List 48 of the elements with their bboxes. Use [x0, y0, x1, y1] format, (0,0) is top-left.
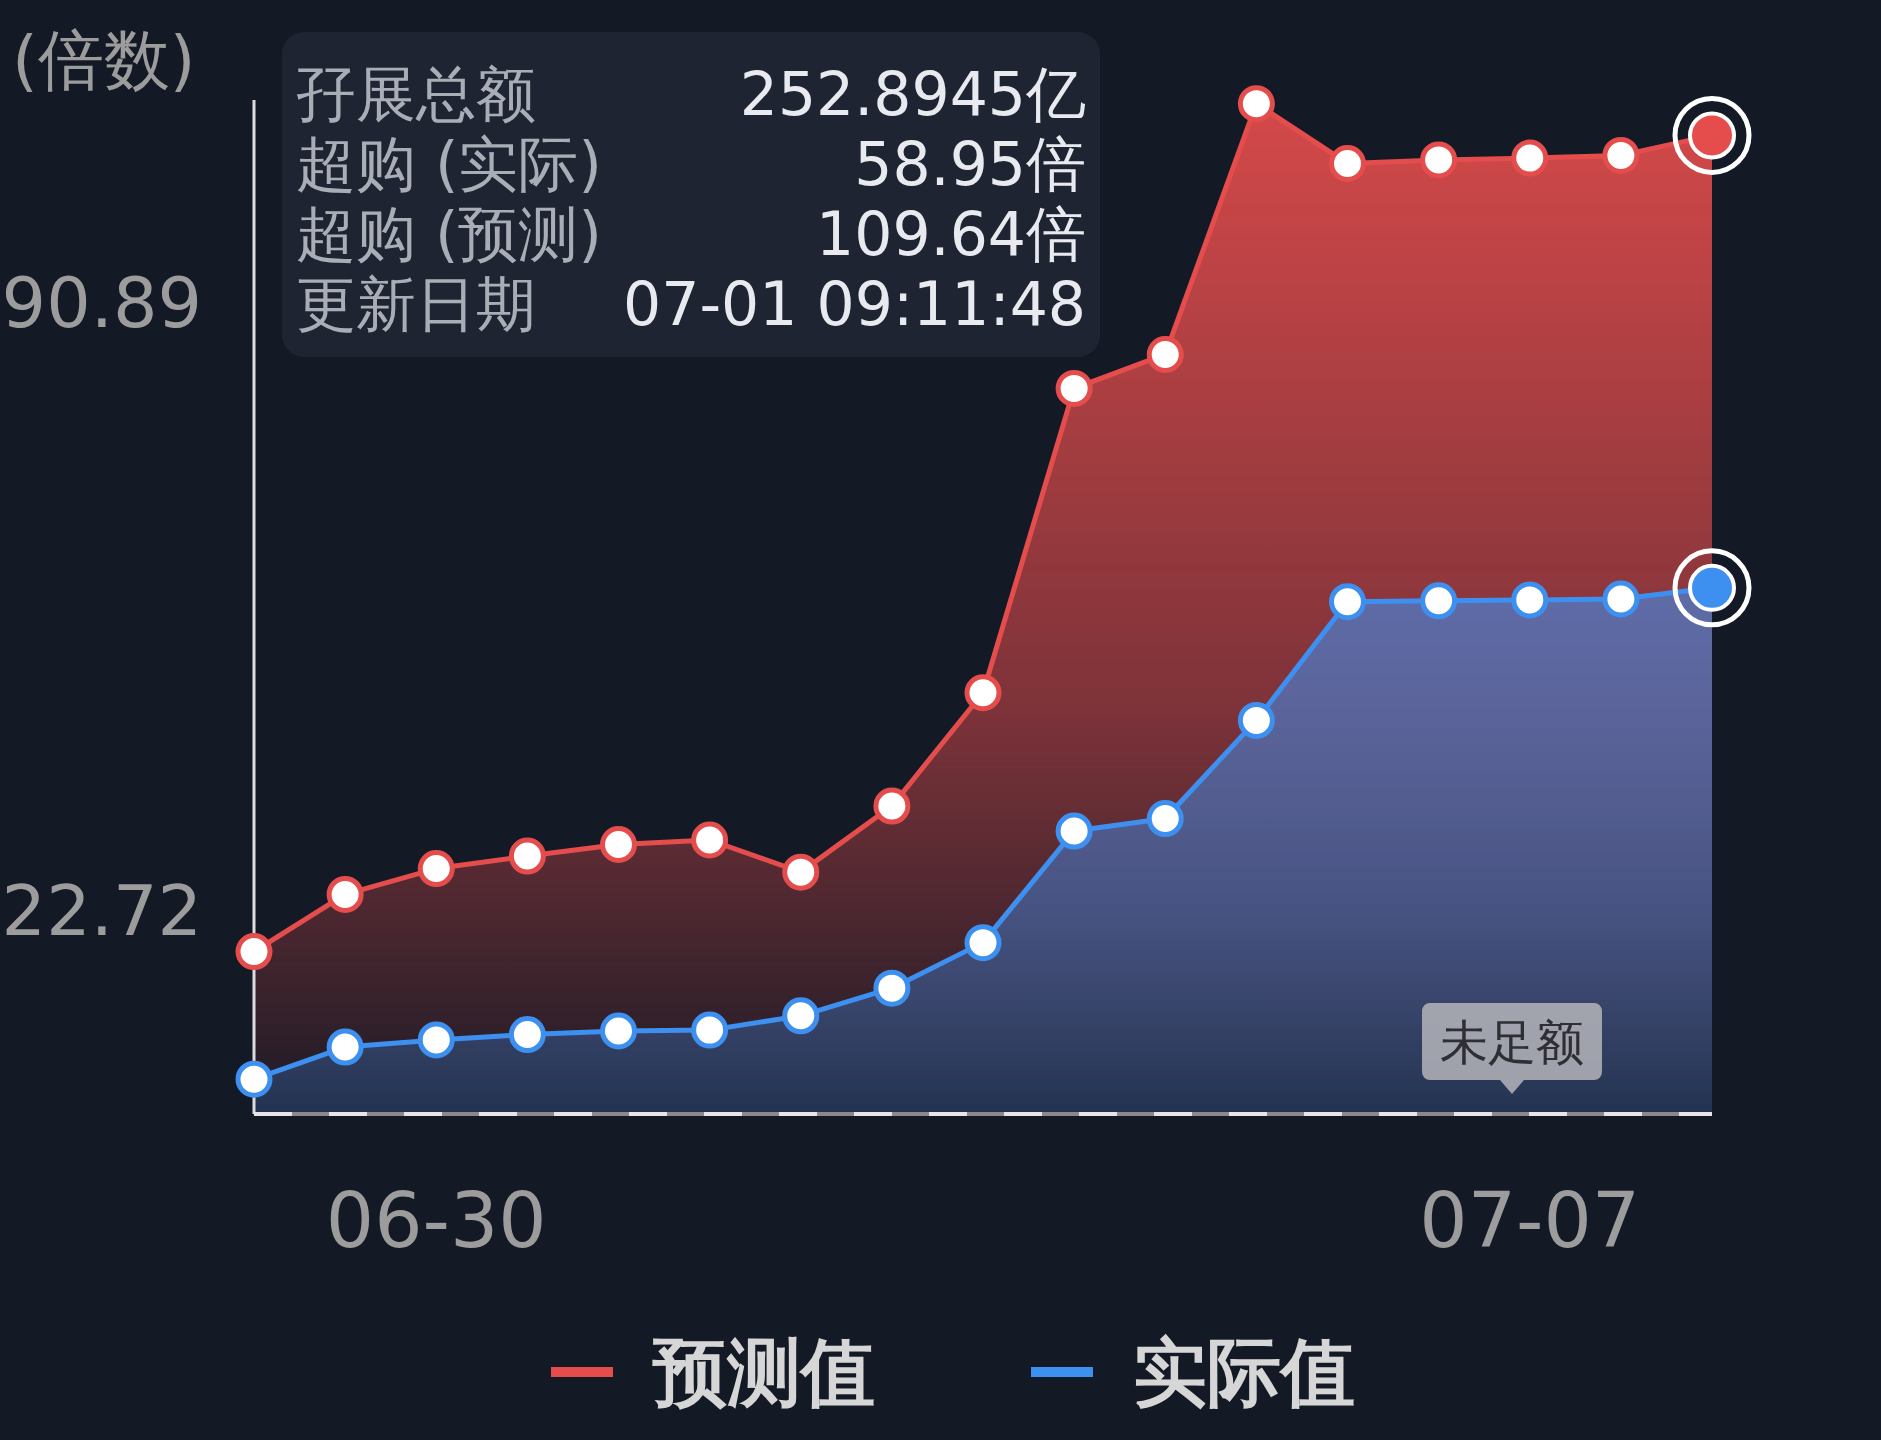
point — [782, 853, 820, 891]
point — [326, 1028, 364, 1066]
y-axis-title: (倍数) — [12, 21, 196, 99]
point — [417, 850, 455, 888]
point — [508, 1016, 546, 1054]
annotation: 未足额 — [1440, 1014, 1584, 1070]
point — [1055, 369, 1093, 407]
annotation: 58.95倍 — [854, 129, 1086, 199]
legend-label: 实际值 — [1133, 1329, 1355, 1415]
point — [1237, 85, 1275, 123]
x-tick-label: 07-07 — [1419, 1175, 1641, 1265]
point — [873, 969, 911, 1007]
point — [1511, 581, 1549, 619]
point — [964, 924, 1002, 962]
legend-label: 预测值 — [652, 1329, 875, 1415]
point — [235, 1060, 273, 1098]
point — [1602, 136, 1640, 174]
annotation: 孖展总额 — [296, 59, 536, 129]
point — [1146, 800, 1184, 838]
point — [782, 997, 820, 1035]
annotation: 超购 (预测) — [296, 199, 602, 269]
y-tick-label: 90.89 — [1, 261, 202, 344]
annotation: 超购 (实际) — [296, 129, 602, 199]
annotation: 更新日期 — [296, 269, 536, 339]
point — [1146, 335, 1184, 373]
annotation: 109.64倍 — [816, 199, 1086, 269]
point — [326, 875, 364, 913]
point — [964, 674, 1002, 712]
point — [1237, 701, 1275, 739]
point — [1511, 139, 1549, 177]
point — [691, 1011, 729, 1049]
point — [1420, 582, 1458, 620]
point — [873, 787, 911, 825]
y-tick-label: 22.72 — [1, 870, 202, 953]
annotation: 252.8945亿 — [739, 59, 1086, 129]
point — [1055, 812, 1093, 850]
point — [691, 821, 729, 859]
point — [1329, 583, 1366, 621]
annotation: 07-01 09:11:48 — [623, 269, 1086, 339]
point — [1602, 580, 1640, 618]
x-tick-label: 06-30 — [325, 1175, 547, 1265]
point — [600, 1012, 637, 1050]
point — [508, 837, 546, 875]
point — [1420, 141, 1458, 179]
point — [417, 1021, 455, 1059]
point — [235, 933, 273, 971]
point — [600, 825, 637, 863]
point — [1329, 144, 1366, 182]
